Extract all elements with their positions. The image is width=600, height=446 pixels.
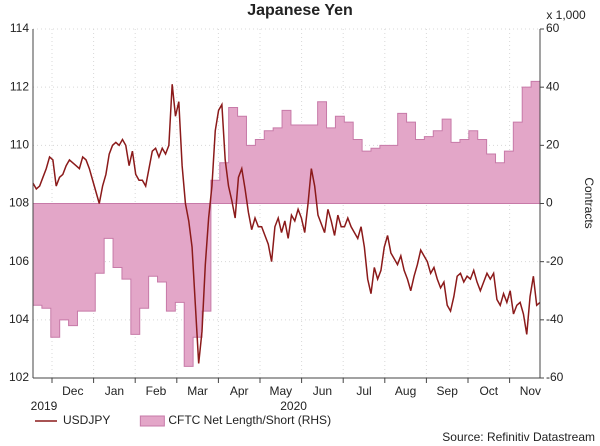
- y-tick-label: 104: [9, 312, 29, 326]
- x-tick-label: Sep: [437, 384, 459, 398]
- y2-axis-label: Contracts: [582, 177, 596, 228]
- y-tick-label: 110: [10, 138, 29, 152]
- usdjpy-line: [32, 84, 541, 364]
- y-tick-label: 112: [10, 79, 29, 93]
- x-tick-label: Dec: [62, 384, 83, 398]
- x-tick-label: Apr: [230, 384, 249, 398]
- y-tick-label: 106: [9, 254, 29, 268]
- source-note: Source: Refinitiv Datastream: [442, 430, 595, 444]
- y2-tick-label: 20: [546, 138, 560, 152]
- legend-swatch: [139, 415, 165, 427]
- y2-tick-label: -40: [546, 312, 564, 326]
- x-tick-label: Nov: [520, 384, 541, 398]
- y-tick-label: 102: [9, 370, 29, 384]
- x-tick-label: Oct: [479, 384, 498, 398]
- year-label: 2020: [280, 399, 307, 413]
- y2-unit: x 1,000: [546, 8, 586, 22]
- x-tick-label: Feb: [146, 384, 167, 398]
- y2-tick-label: 0: [546, 196, 553, 210]
- y2-tick-label: -60: [546, 370, 564, 384]
- chart-title: Japanese Yen: [247, 2, 353, 19]
- year-label: 2019: [31, 399, 58, 413]
- y2-tick-label: 40: [546, 79, 560, 93]
- x-tick-label: Aug: [395, 384, 416, 398]
- x-tick-label: Jul: [356, 384, 371, 398]
- y2-tick-label: 60: [546, 21, 560, 35]
- x-tick-label: Jan: [105, 384, 124, 398]
- legend-label: CFTC Net Length/Short (RHS): [168, 413, 331, 427]
- y-tick-label: 108: [9, 196, 29, 210]
- cftc-area: [32, 80, 541, 367]
- y-tick-label: 114: [10, 21, 29, 35]
- y2-tick-label: -20: [546, 254, 564, 268]
- legend-label: USDJPY: [63, 413, 110, 427]
- x-tick-label: Mar: [187, 384, 208, 398]
- x-tick-label: Jun: [313, 384, 332, 398]
- x-tick-label: May: [269, 384, 292, 398]
